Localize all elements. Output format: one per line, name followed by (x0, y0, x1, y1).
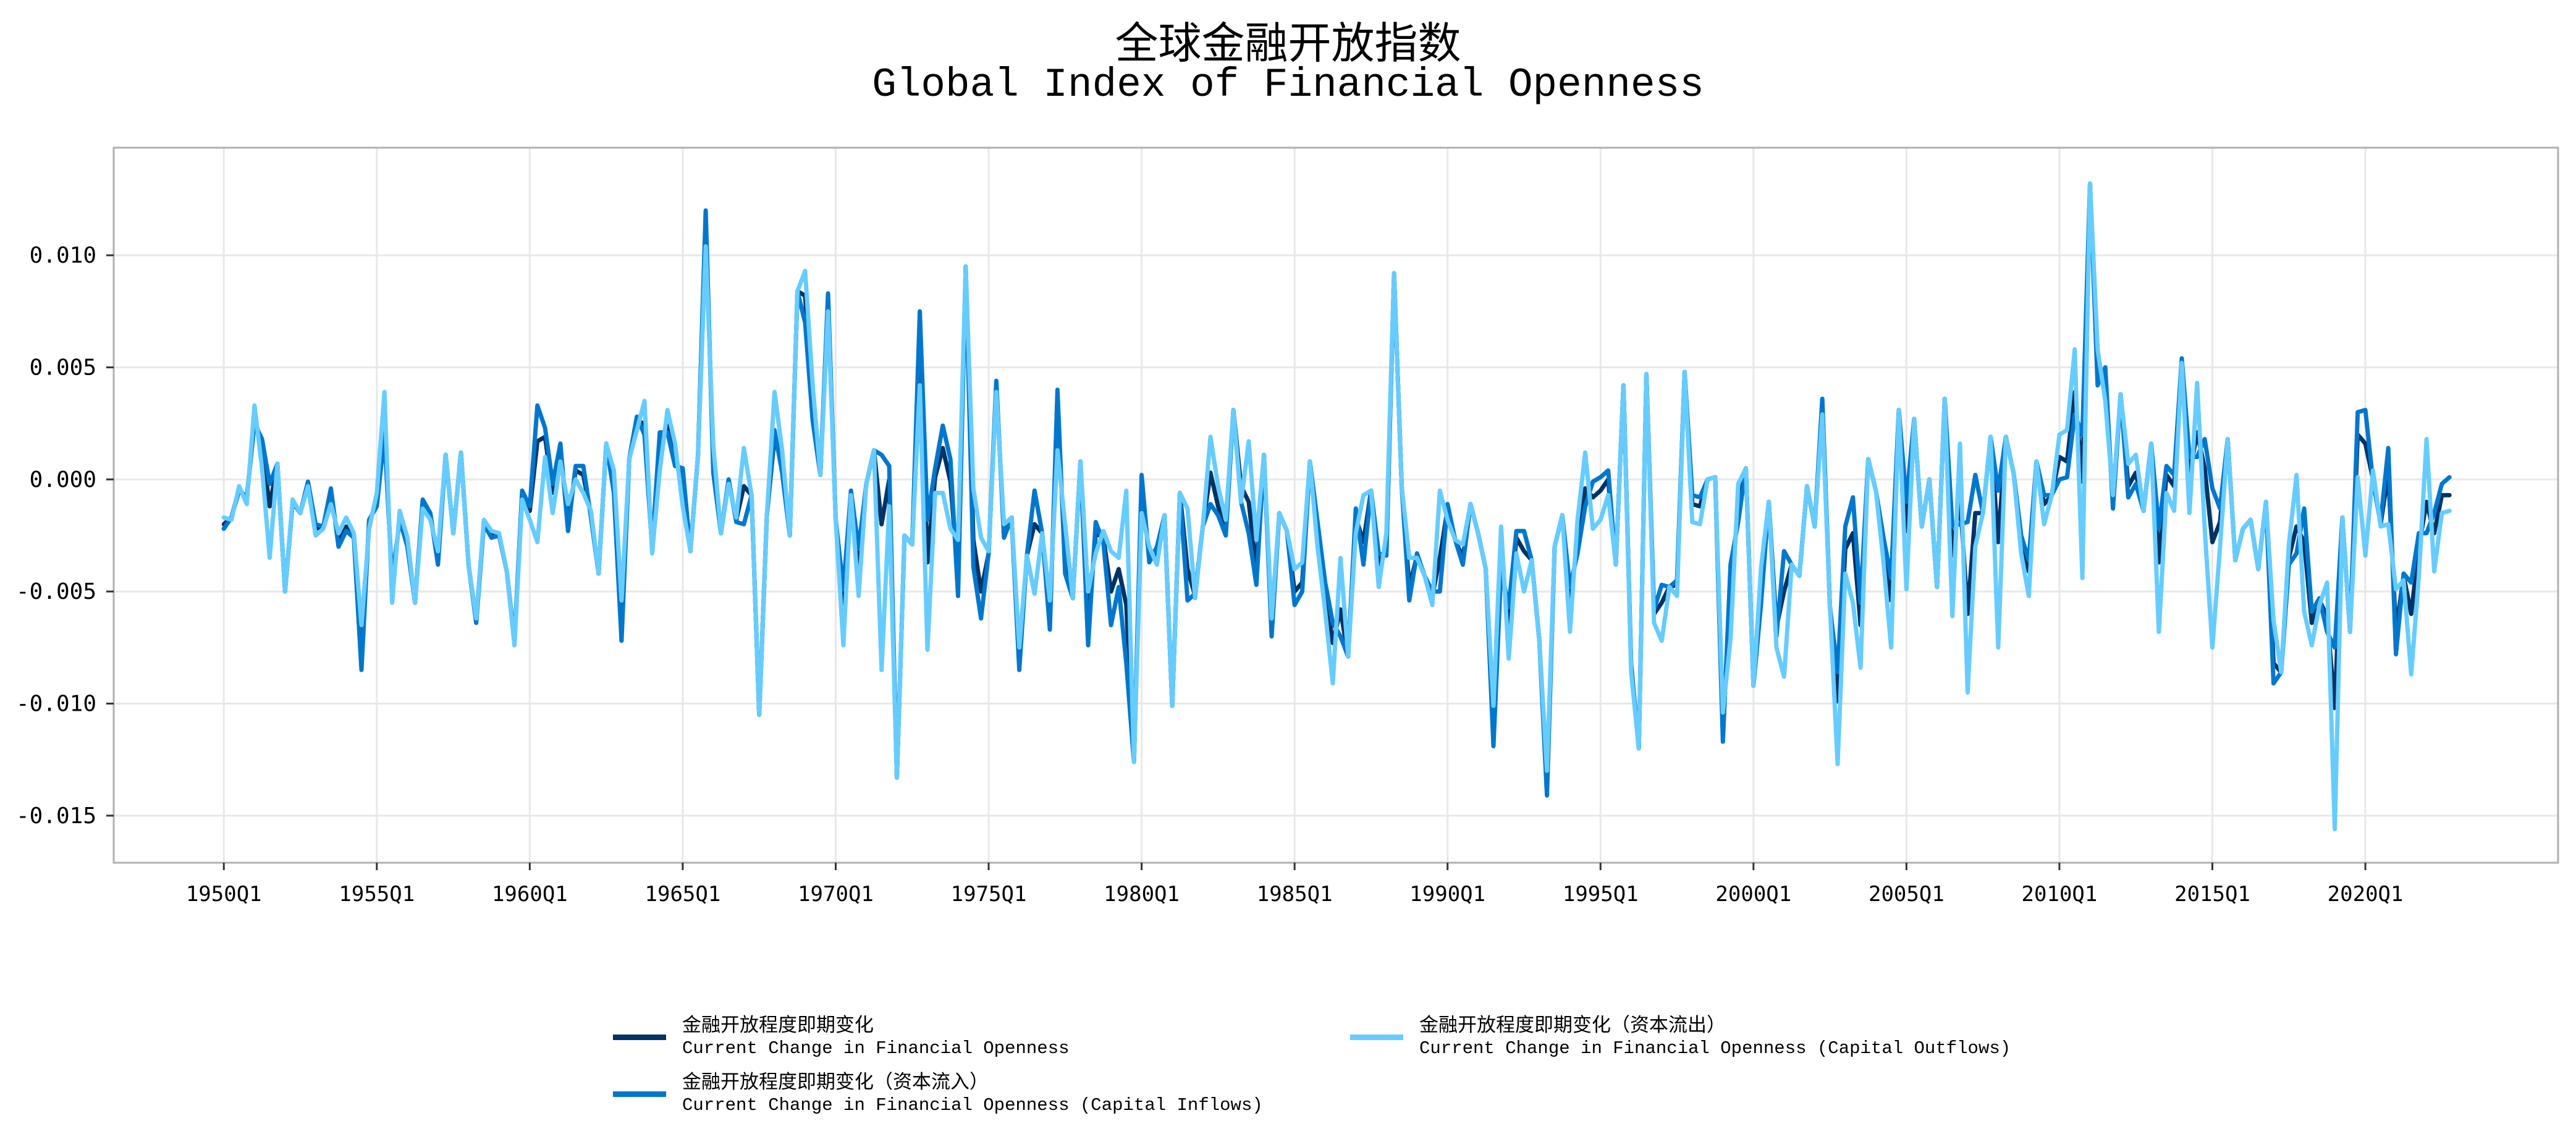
x-tick-label: 2015Q1 (2174, 882, 2250, 907)
legend-item-outflows: 金融开放程度即期变化（资本流出） Current Change in Finan… (1350, 1014, 2011, 1060)
chart-title-en: Global Index of Financial Openness (872, 62, 1704, 108)
x-tick-label: 1975Q1 (951, 882, 1027, 907)
legend-label-en: Current Change in Financial Openness (682, 1038, 1070, 1059)
y-tick-label: -0.010 (16, 691, 96, 716)
series-lines (221, 181, 2452, 832)
x-tick-label: 2005Q1 (1869, 882, 1945, 907)
series-line-capital-outflows (221, 181, 2452, 832)
legend-label-cn: 金融开放程度即期变化（资本流出） (1419, 1014, 1726, 1036)
y-tick-label: 0.005 (30, 355, 96, 380)
legend-swatch-outflows (1350, 1034, 1403, 1040)
y-tick-label: 0.000 (30, 467, 96, 493)
x-tick-label: 1985Q1 (1257, 882, 1333, 907)
x-tick-label: 1980Q1 (1104, 882, 1180, 907)
legend-item-inflows: 金融开放程度即期变化（资本流入） Current Change in Finan… (613, 1070, 1263, 1117)
y-tick-label: -0.015 (16, 803, 96, 829)
x-tick-label: 1955Q1 (339, 882, 415, 907)
x-tick-label: 1965Q1 (645, 882, 721, 907)
y-tick-label: -0.005 (16, 579, 96, 604)
x-tick-label: 1960Q1 (492, 882, 568, 907)
x-axis: 1950Q1 1955Q1 1960Q1 1965Q1 1970Q1 1975Q1 1980… (186, 863, 2404, 907)
x-tick-label: 1970Q1 (798, 882, 874, 907)
legend-label-cn: 金融开放程度即期变化（资本流入） (682, 1071, 989, 1093)
legend-label-en: Current Change in Financial Openness (Ca… (1419, 1038, 2011, 1059)
legend-item-total: 金融开放程度即期变化 Current Change in Financial O… (613, 1014, 1070, 1060)
y-axis: 0.010 0.005 0.000 -0.005 -0.010 -0.015 (16, 243, 114, 829)
legend-label-en: Current Change in Financial Openness (Ca… (682, 1095, 1263, 1115)
legend-label-cn: 金融开放程度即期变化 (682, 1014, 874, 1036)
x-tick-label: 2020Q1 (2328, 882, 2404, 907)
y-tick-label: 0.010 (30, 243, 96, 268)
x-tick-label: 1995Q1 (1563, 882, 1639, 907)
legend-swatch-total (613, 1034, 666, 1040)
plot-frame (112, 146, 2559, 864)
legend-swatch-inflows (613, 1091, 666, 1097)
x-tick-label: 1990Q1 (1409, 882, 1485, 907)
x-tick-label: 2000Q1 (1715, 882, 1791, 907)
x-tick-label: 1950Q1 (186, 882, 262, 907)
x-tick-label: 2010Q1 (2022, 882, 2098, 907)
chart-title-cn: 全球金融开放指数 (1115, 18, 1461, 69)
